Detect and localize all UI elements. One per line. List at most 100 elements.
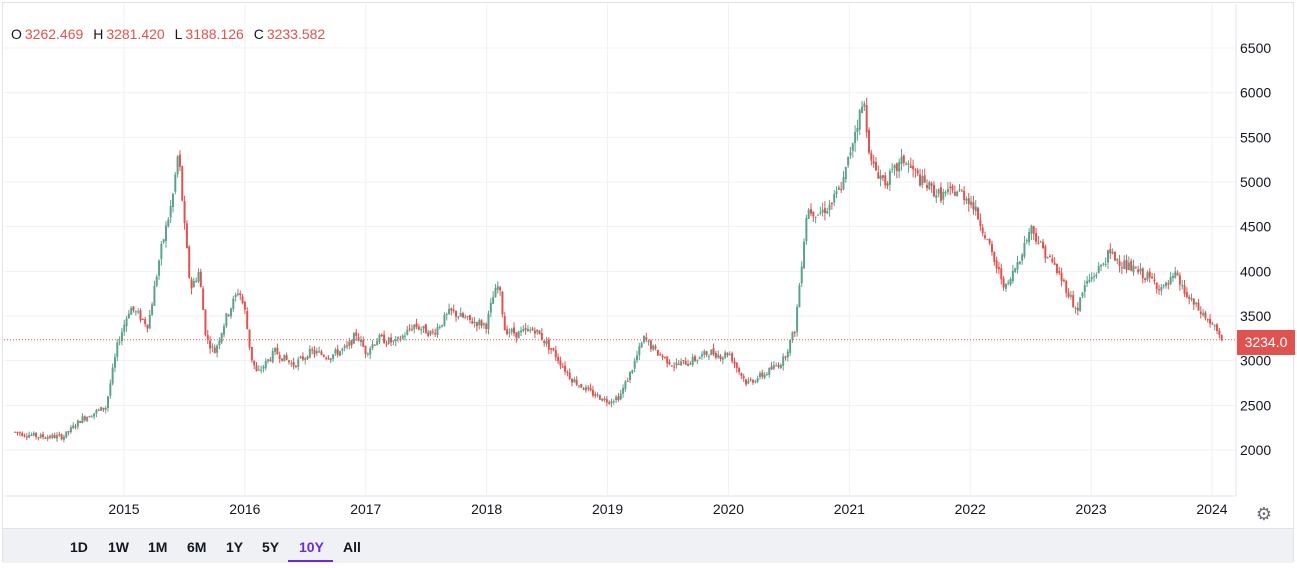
range-button-all[interactable]: All <box>343 539 361 555</box>
candle-down <box>1209 319 1212 324</box>
candle-up <box>1021 254 1024 261</box>
candle-down <box>554 350 557 358</box>
candle-up <box>1160 287 1163 291</box>
candle-down <box>292 361 295 367</box>
candle-up <box>492 297 495 304</box>
candle-up <box>526 329 529 331</box>
candle-down <box>1051 258 1054 263</box>
range-button-1y[interactable]: 1Y <box>226 539 244 555</box>
candle-down <box>79 421 82 424</box>
candle-up <box>612 401 615 403</box>
candle-down <box>1206 319 1209 321</box>
active-range-underline <box>288 560 333 562</box>
range-button-1m[interactable]: 1M <box>148 539 168 555</box>
candle-up <box>299 356 302 359</box>
candle-up <box>14 431 17 433</box>
candle-up <box>768 367 771 376</box>
ohlc-readout: O 3262.469 H 3281.420 L 3188.126 C 3233.582 <box>11 26 331 42</box>
gear-icon[interactable]: ⚙ <box>1255 504 1273 524</box>
candle-up <box>165 225 168 241</box>
candle-up <box>445 314 448 316</box>
candle-down <box>953 191 956 196</box>
x-tick-label: 2019 <box>592 501 623 517</box>
candle-down <box>1220 334 1223 340</box>
candle-down <box>550 348 553 350</box>
candlestick-chart[interactable]: 2000 2500 3000 3500 4000 4500 5000 5500 6000 6500… <box>0 0 1297 528</box>
range-button-10y[interactable]: 10Y <box>299 539 324 555</box>
candle-down <box>1032 226 1035 234</box>
candle-up <box>274 348 277 352</box>
candle-down <box>543 340 546 344</box>
candle-up <box>109 383 112 396</box>
candle-up <box>1079 297 1082 311</box>
candle-up <box>577 385 580 387</box>
candle-down <box>97 409 100 411</box>
candle-up <box>482 323 485 325</box>
candle-down <box>1125 259 1128 270</box>
candle-up <box>765 374 768 376</box>
candle-down <box>830 202 833 205</box>
candle-down <box>480 320 483 327</box>
candle-up <box>536 329 539 333</box>
candle-up <box>687 363 690 367</box>
candle-down <box>1183 285 1186 294</box>
candle-up <box>851 143 854 151</box>
candle-up <box>710 349 713 356</box>
candles <box>14 97 1223 443</box>
candle-up <box>819 212 822 214</box>
candle-up <box>1090 277 1093 280</box>
candle-up <box>703 351 706 355</box>
range-button-1w[interactable]: 1W <box>108 539 129 555</box>
candle-up <box>69 427 72 433</box>
candle-up <box>392 340 395 342</box>
candle-up <box>958 189 961 191</box>
x-tick-label: 2024 <box>1196 501 1227 517</box>
candle-down <box>547 339 550 350</box>
candle-up <box>1016 262 1019 270</box>
range-button-1d[interactable]: 1D <box>70 539 88 555</box>
candle-up <box>162 239 165 243</box>
candle-up <box>153 285 156 306</box>
range-button-5y[interactable]: 5Y <box>262 539 280 555</box>
candle-up <box>721 357 724 360</box>
candle-up <box>856 128 859 133</box>
candle-down <box>682 359 685 361</box>
candle-down <box>566 371 569 373</box>
candle-up <box>691 357 694 365</box>
candle-up <box>332 354 335 359</box>
candle-up <box>127 313 130 318</box>
candle-up <box>844 167 847 179</box>
candle-up <box>775 365 778 367</box>
candle-up <box>376 341 379 346</box>
candle-up <box>329 358 332 361</box>
candle-down <box>684 361 687 365</box>
candle-up <box>494 287 497 298</box>
candle-up <box>413 324 416 330</box>
candle-down <box>1130 260 1133 271</box>
candle-up <box>905 163 908 165</box>
candle-up <box>847 156 850 166</box>
candle-up <box>169 205 172 218</box>
candle-up <box>420 329 423 331</box>
candle-up <box>805 218 808 242</box>
candle-up <box>148 315 151 329</box>
candle-up <box>339 351 342 356</box>
candle-down <box>564 365 567 372</box>
candle-down <box>761 372 764 377</box>
candle-down <box>499 287 502 291</box>
candle-down <box>960 190 963 192</box>
range-button-6m[interactable]: 6M <box>187 539 207 555</box>
candle-down <box>865 105 868 133</box>
candle-down <box>364 346 367 355</box>
y-tick-label: 6000 <box>1240 85 1271 101</box>
candle-up <box>629 371 632 381</box>
candle-down <box>949 186 952 188</box>
candle-down <box>1216 324 1219 331</box>
candle-down <box>1204 312 1207 319</box>
candle-down <box>694 356 697 361</box>
open-value: 3262.469 <box>24 26 84 42</box>
candle-down <box>253 360 256 366</box>
candle-up <box>1009 279 1012 285</box>
candle-down <box>677 364 680 366</box>
candle-up <box>236 293 239 295</box>
